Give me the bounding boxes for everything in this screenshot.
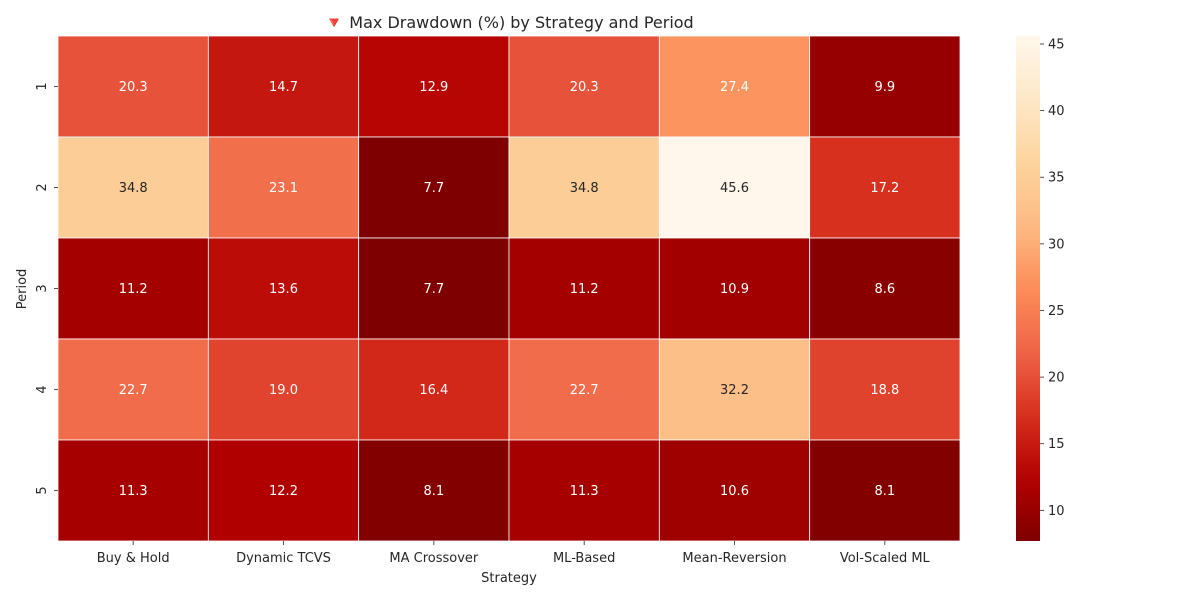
- cell-value-label: 12.2: [269, 484, 298, 499]
- x-tick-label: Buy & Hold: [97, 551, 170, 566]
- heatmap-cell: [658, 35, 811, 138]
- cell-value-label: 32.2: [720, 383, 749, 398]
- cell-value-label: 18.8: [870, 383, 899, 398]
- colorbar-tick-label: 35: [1048, 171, 1065, 186]
- colorbar-tick-label: 10: [1048, 504, 1065, 519]
- cell-value-label: 19.0: [269, 383, 298, 398]
- cell-value-label: 11.2: [570, 282, 599, 297]
- y-axis: 1 2 3 4 5: [35, 82, 58, 495]
- heatmap-cell: [508, 237, 660, 340]
- cell-value-label: 8.1: [423, 484, 444, 499]
- cell-value-label: 10.9: [720, 282, 749, 297]
- cell-value-label: 7.7: [423, 282, 444, 297]
- x-tick-label: Vol-Scaled ML: [840, 551, 931, 566]
- cell-value-label: 22.7: [119, 383, 148, 398]
- colorbar-tick-label: 25: [1048, 304, 1065, 319]
- cell-value-label: 11.2: [119, 282, 148, 297]
- x-axis: Buy & Hold Dynamic TCVS MA Crossover ML-Bas…: [97, 541, 931, 566]
- cell-value-label: 23.1: [269, 181, 298, 196]
- heatmap-cell: [658, 439, 811, 542]
- x-tick-label: Dynamic TCVS: [236, 551, 331, 566]
- x-tick-label: MA Crossover: [389, 551, 479, 566]
- chart-title: 🔻 Max Drawdown (%) by Strategy and Perio…: [324, 13, 693, 32]
- heatmap-cell: [207, 136, 360, 239]
- heatmap-cell: [57, 237, 209, 340]
- heatmap-cell: [358, 338, 510, 441]
- colorbar: [1016, 36, 1040, 541]
- heatmap-cell: [508, 136, 660, 239]
- cell-value-label: 8.6: [874, 282, 895, 297]
- heatmap-cell: [57, 338, 209, 441]
- heatmap-cell: [508, 35, 660, 138]
- cell-value-label: 20.3: [570, 80, 599, 95]
- colorbar-tick-label: 45: [1048, 37, 1065, 52]
- cell-value-label: 34.8: [119, 181, 148, 196]
- cell-value-label: 17.2: [870, 181, 899, 196]
- colorbar-tick-label: 15: [1048, 437, 1065, 452]
- heatmap-cell: [508, 338, 660, 441]
- cell-value-label: 7.7: [423, 181, 444, 196]
- y-tick-label: 2: [35, 183, 50, 191]
- cell-value-label: 11.3: [570, 484, 599, 499]
- heatmap-cell: [207, 35, 360, 138]
- cell-value-label: 45.6: [720, 181, 749, 196]
- y-tick-label: 1: [35, 82, 50, 90]
- heatmap-cell: [207, 237, 360, 340]
- cell-value-label: 16.4: [419, 383, 448, 398]
- heatmap-cell: [57, 439, 209, 542]
- colorbar-tick-label: 40: [1048, 104, 1065, 119]
- x-axis-label: Strategy: [481, 571, 537, 586]
- cell-value-label: 20.3: [119, 80, 148, 95]
- y-axis-label: Period: [15, 269, 30, 310]
- heatmap-cell: [57, 35, 209, 138]
- heatmap-cell: [358, 439, 510, 542]
- heatmap-cell: [358, 237, 510, 340]
- cell-value-label: 13.6: [269, 282, 298, 297]
- x-tick-label: ML-Based: [553, 551, 615, 566]
- heatmap-cell: [809, 136, 961, 239]
- heatmap-cell: [658, 338, 811, 441]
- cell-value-label: 34.8: [570, 181, 599, 196]
- cell-value-label: 22.7: [570, 383, 599, 398]
- colorbar-tick-label: 30: [1048, 237, 1065, 252]
- heatmap-cells: 20.3 14.7 12.9 20.3 27.4 9.9 34.8 23.1 7.7 34.8 45…: [57, 35, 961, 542]
- cell-value-label: 8.1: [874, 484, 895, 499]
- y-tick-label: 3: [35, 284, 50, 292]
- heatmap-cell: [358, 35, 510, 138]
- heatmap-cell: [207, 338, 360, 441]
- heatmap-cell: [508, 439, 660, 542]
- y-tick-label: 4: [35, 385, 50, 393]
- colorbar-axis: 10 15 20 25 30 35 40 45: [1040, 37, 1065, 519]
- cell-value-label: 27.4: [720, 80, 749, 95]
- heatmap-cell: [809, 35, 961, 138]
- cell-value-label: 14.7: [269, 80, 298, 95]
- cell-value-label: 12.9: [419, 80, 448, 95]
- heatmap-cell: [658, 237, 811, 340]
- cell-value-label: 11.3: [119, 484, 148, 499]
- y-tick-label: 5: [35, 486, 50, 494]
- cell-value-label: 9.9: [874, 80, 895, 95]
- x-tick-label: Mean-Reversion: [682, 551, 786, 566]
- cell-value-label: 10.6: [720, 484, 749, 499]
- heatmap-cell: [809, 338, 961, 441]
- heatmap-cell: [809, 439, 961, 542]
- colorbar-tick-label: 20: [1048, 371, 1065, 386]
- heatmap-cell: [809, 237, 961, 340]
- heatmap-cell: [57, 136, 209, 239]
